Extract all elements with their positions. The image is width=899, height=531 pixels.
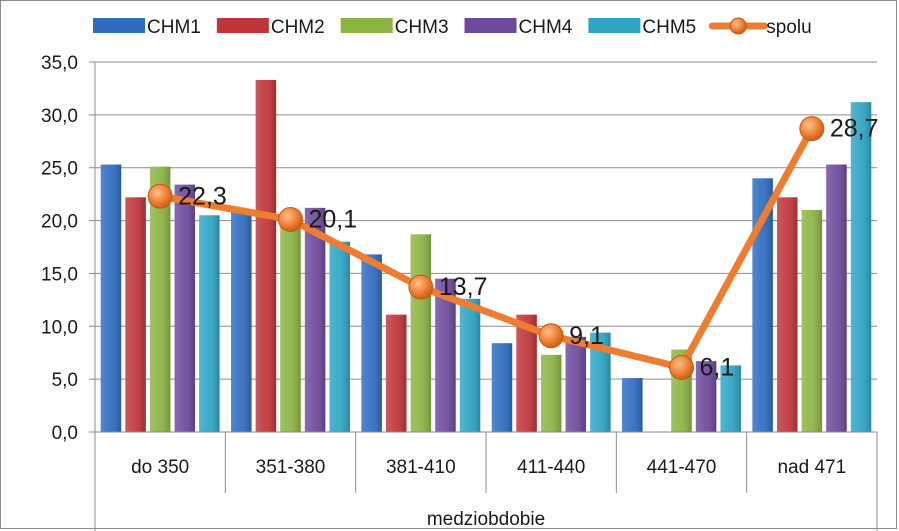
- data-label-spolu: 28,7: [830, 115, 879, 143]
- line-marker-spolu: [408, 274, 434, 300]
- legend-label-chm1: CHM1: [147, 17, 201, 38]
- bar-shading: [280, 222, 301, 432]
- line-spolu: [156, 125, 816, 372]
- bar-shading: [590, 332, 611, 432]
- bar-shading: [776, 197, 798, 432]
- legend-label-chm2: CHM2: [271, 17, 325, 38]
- legend-label-chm5: CHM5: [642, 17, 696, 38]
- bar-shading: [329, 241, 350, 432]
- bar-shading: [720, 365, 741, 432]
- legend-swatch-chm5: [588, 18, 641, 33]
- bar-shading: [199, 215, 220, 432]
- legend-label-chm3: CHM3: [395, 17, 449, 38]
- y-tick-label: 10,0: [41, 317, 78, 338]
- legend-swatch-chm4: [464, 18, 517, 33]
- x-tick-label: nad 471: [777, 457, 846, 478]
- bar-shading: [850, 102, 872, 433]
- bar-shading: [255, 79, 277, 432]
- legend-swatch-chm1: [93, 18, 145, 33]
- bar-shading: [435, 278, 456, 432]
- line-marker-spolu: [669, 355, 694, 381]
- bar-shading: [410, 234, 432, 432]
- x-axis-title: medziobdobie: [427, 509, 545, 530]
- bar-shading: [125, 197, 146, 432]
- bar-shading: [149, 166, 171, 432]
- legend-swatch-chm2: [216, 18, 269, 33]
- x-tick-label: 381-410: [386, 457, 456, 478]
- y-tick-label: 25,0: [41, 159, 78, 180]
- y-tick-label: 35,0: [41, 53, 78, 74]
- bar-shading: [361, 254, 382, 432]
- y-tick-label: 30,0: [41, 106, 78, 127]
- bar-shading: [100, 164, 122, 433]
- line-series-group: [147, 116, 825, 381]
- data-label-spolu: 20,1: [309, 206, 358, 234]
- data-label-spolu: 13,7: [439, 273, 488, 301]
- bar-shading: [491, 343, 513, 432]
- line-marker-spolu: [799, 116, 825, 142]
- y-tick-label: 0,0: [52, 423, 78, 444]
- legend-label-chm4: CHM4: [519, 17, 573, 38]
- x-tick-label: 441-470: [647, 457, 717, 478]
- y-tick-label: 5,0: [52, 370, 78, 391]
- bar-shading: [565, 336, 587, 432]
- data-label-spolu: 6,1: [700, 354, 735, 382]
- gridlines: [95, 61, 877, 380]
- legend-label-spolu: spolu: [766, 17, 811, 38]
- y-tick-label: 20,0: [41, 212, 78, 233]
- line-marker-spolu: [147, 183, 173, 209]
- bar-shading: [622, 378, 643, 432]
- bar-shading: [826, 164, 847, 433]
- legend-swatch-chm3: [340, 18, 393, 33]
- data-label-spolu: 22,3: [178, 182, 227, 210]
- bar-shading: [304, 207, 326, 432]
- data-label-spolu: 9,1: [569, 322, 604, 350]
- x-tick-label: 351-380: [256, 457, 326, 478]
- bar-shading: [801, 210, 823, 432]
- line-marker-spolu: [538, 323, 564, 349]
- axes: 0,0 5,0 10,0 15,0 20,0 25,0 30,0 35,0 do 350 351-…: [41, 53, 878, 531]
- bar-shading: [540, 354, 562, 432]
- x-tick-label: do 350: [131, 457, 189, 478]
- y-tick-label: 15,0: [41, 264, 78, 285]
- bar-shading: [459, 298, 481, 432]
- bar-shading: [385, 314, 407, 432]
- bar-shading: [695, 361, 717, 432]
- bar-shading: [231, 211, 252, 432]
- x-tick-label: 411-440: [517, 457, 585, 478]
- line-marker-spolu: [278, 207, 303, 233]
- bar-shading: [752, 178, 773, 432]
- bar-shading: [174, 184, 196, 432]
- bar-series-group: [100, 79, 872, 433]
- legend-marker-spolu: [729, 17, 747, 35]
- data-labels: 22,3 20,1 13,7 9,1 6,1 28,7: [178, 115, 878, 382]
- legend: CHM1 CHM2 CHM3 CHM4 CHM5 spolu: [93, 17, 812, 38]
- bar-shading: [516, 314, 537, 432]
